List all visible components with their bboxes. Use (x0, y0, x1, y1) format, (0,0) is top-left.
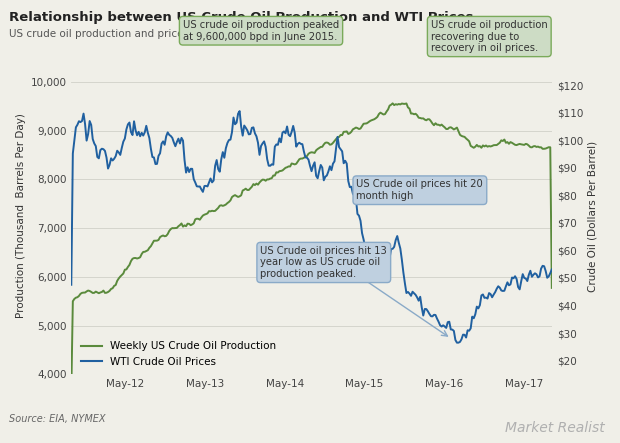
Text: Market Realist: Market Realist (505, 421, 604, 435)
Text: US Crude oil prices hit 13
year low as US crude oil
production peaked.: US Crude oil prices hit 13 year low as U… (260, 246, 387, 279)
Text: Relationship between US Crude Oil Production and WTI Prices: Relationship between US Crude Oil Produc… (9, 11, 474, 24)
Text: US Crude oil prices hit 20
month high: US Crude oil prices hit 20 month high (356, 179, 483, 201)
Text: US crude oil production
recovering due to
recovery in oil prices.: US crude oil production recovering due t… (431, 20, 547, 53)
Text: US crude oil production and prices are usually inversely related: US crude oil production and prices are u… (9, 29, 341, 39)
Text: US crude oil production peaked
at 9,600,000 bpd in June 2015.: US crude oil production peaked at 9,600,… (183, 20, 339, 42)
Legend: Weekly US Crude Oil Production, WTI Crude Oil Prices: Weekly US Crude Oil Production, WTI Crud… (76, 337, 280, 371)
Y-axis label: Production (Thousand  Barrels Per Day): Production (Thousand Barrels Per Day) (16, 113, 26, 319)
Y-axis label: Crude Oil (Dollars Per Barrel): Crude Oil (Dollars Per Barrel) (587, 140, 597, 291)
Text: Source: EIA, NYMEX: Source: EIA, NYMEX (9, 414, 106, 424)
